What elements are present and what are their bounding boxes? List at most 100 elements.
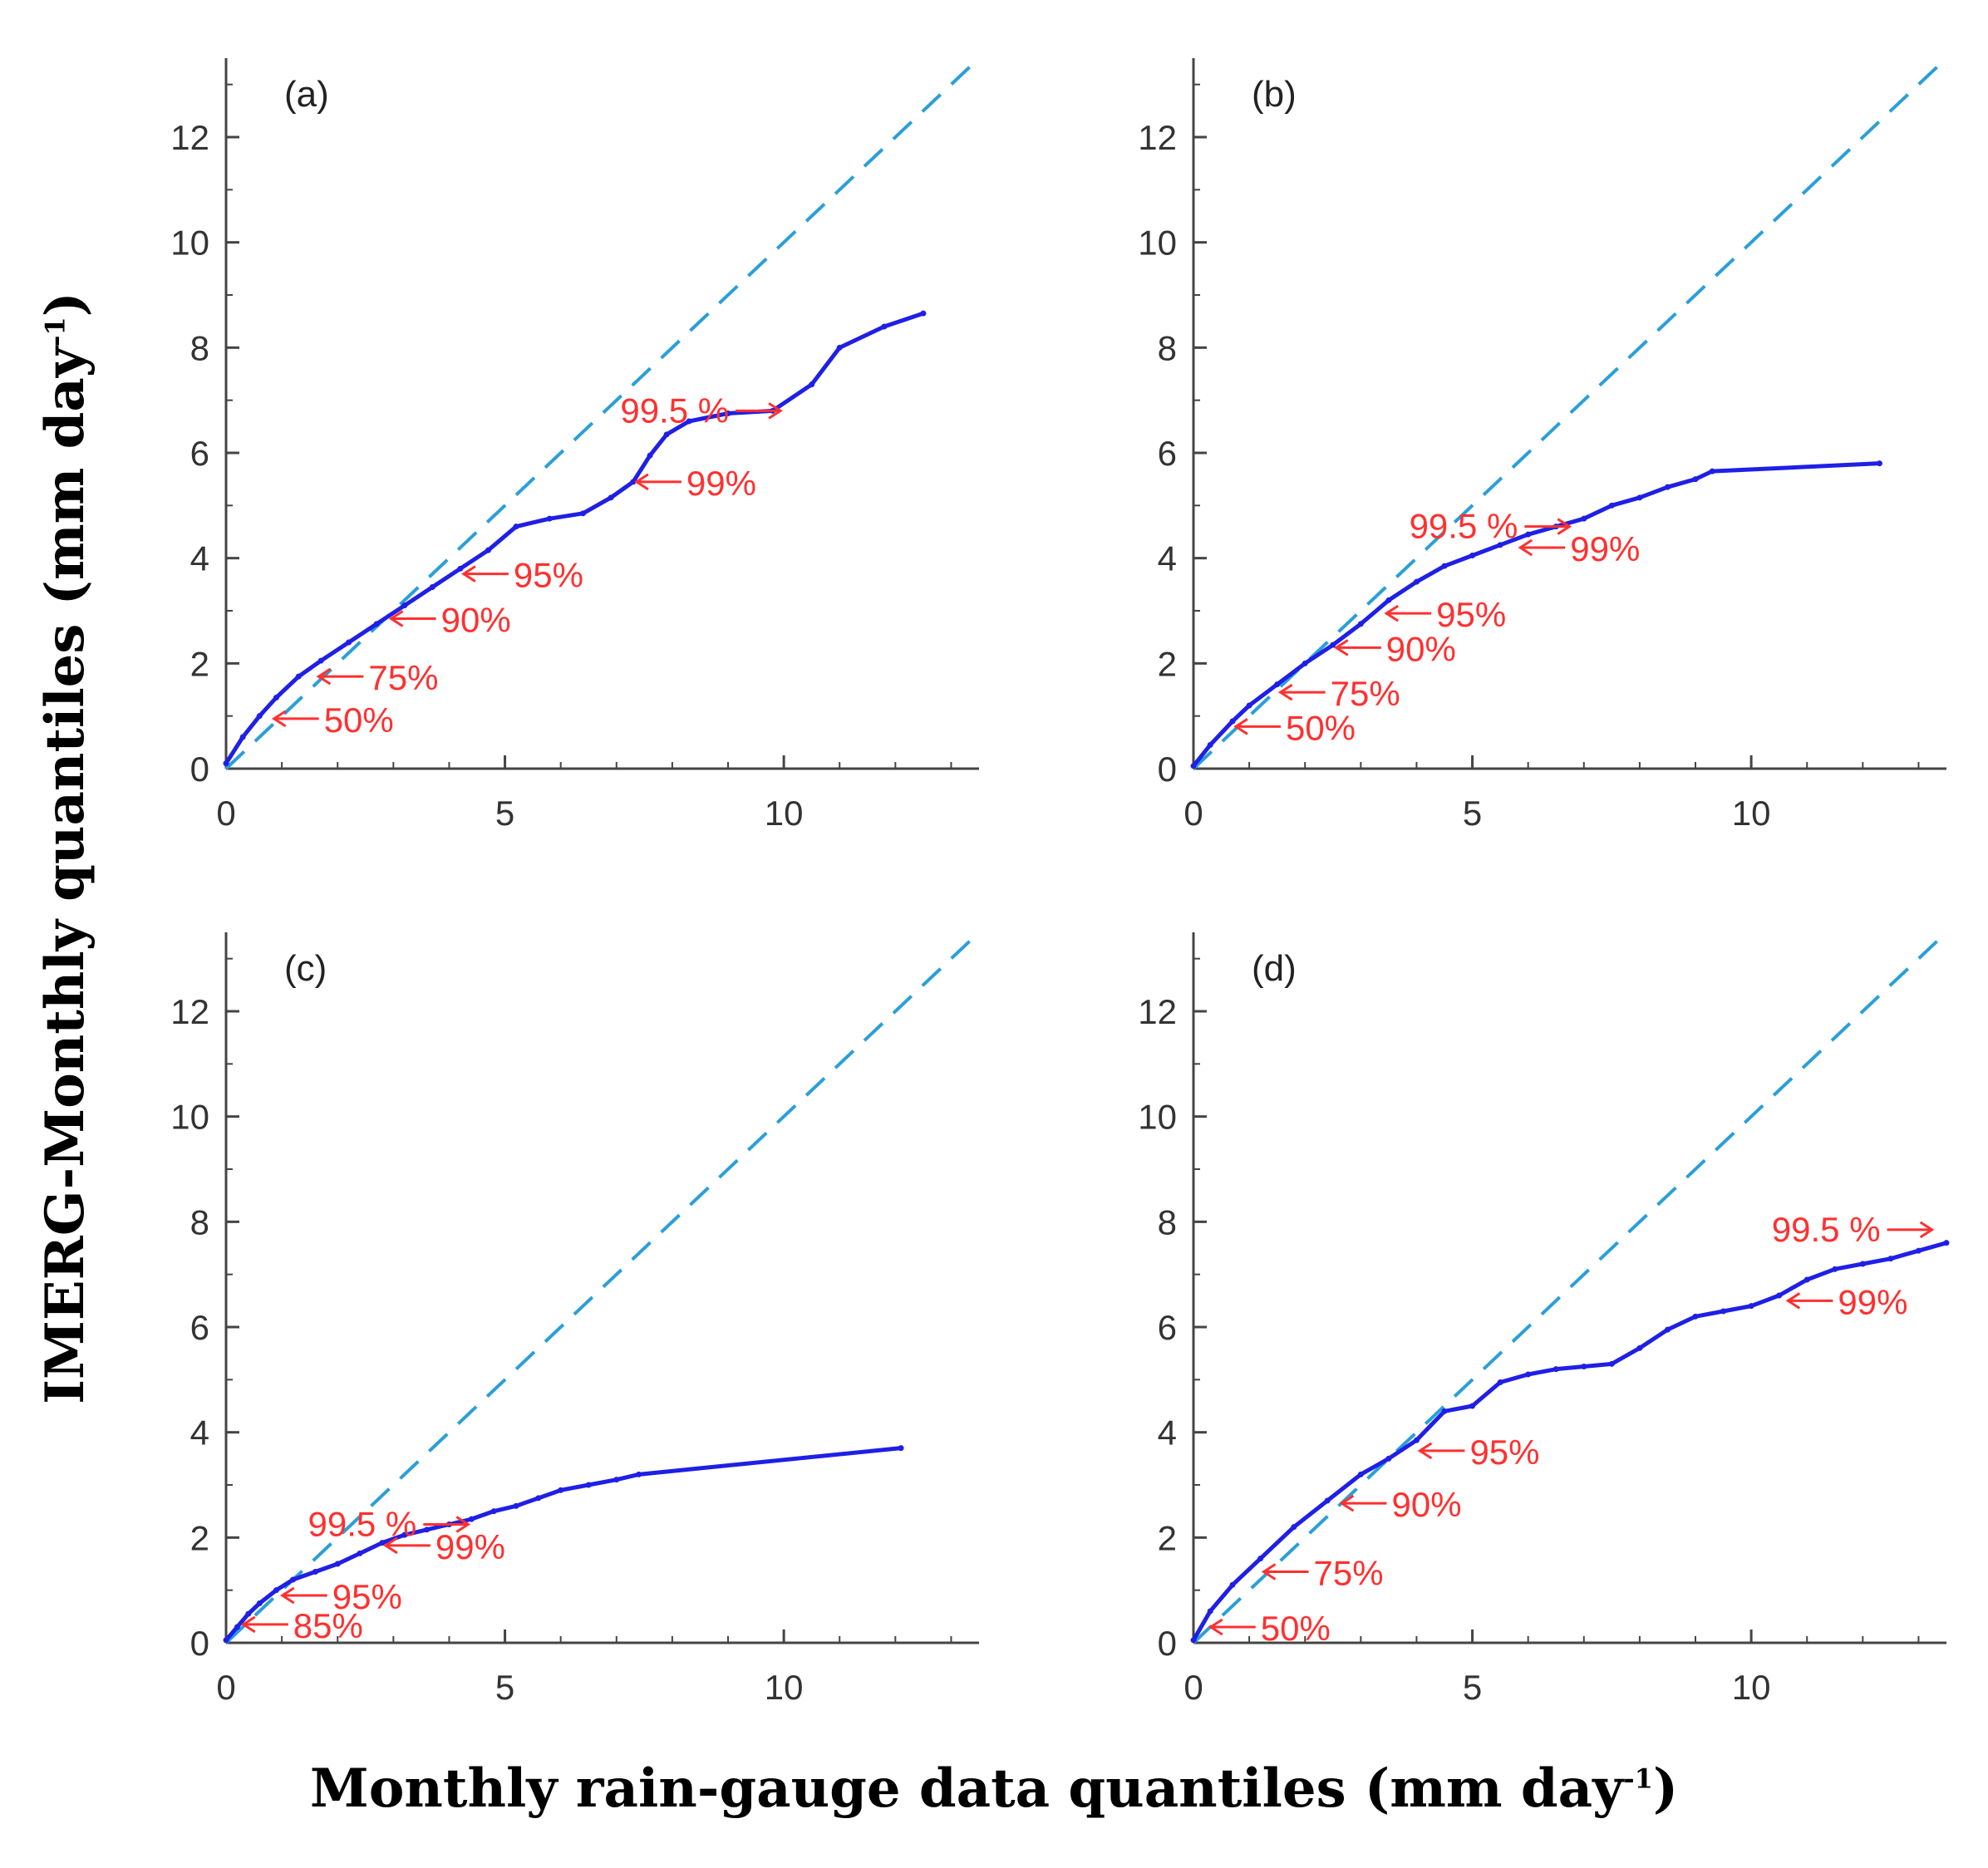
annotation-arrow-head: [1785, 1292, 1801, 1310]
qq-point: [1859, 1261, 1866, 1267]
panel-title: (b): [1252, 74, 1297, 115]
annotation-label: 50%: [1286, 708, 1356, 747]
annotation-label: 90%: [1386, 629, 1456, 668]
qq-point: [317, 657, 324, 664]
percentile-annotation: 50%: [1233, 708, 1356, 747]
annotation-arrow-head: [1261, 1563, 1277, 1580]
annotation-label: 99.5 %: [308, 1505, 417, 1544]
qq-point: [256, 1600, 263, 1606]
qq-point: [485, 547, 491, 553]
qq-point: [920, 310, 927, 317]
qq-point: [1776, 1292, 1783, 1299]
qq-point: [1330, 642, 1336, 648]
qq-point: [239, 734, 246, 740]
annotation-label: 99.5 %: [620, 391, 729, 430]
annotation-arrow-head: [1233, 718, 1248, 735]
percentile-annotation: 99%: [1785, 1282, 1907, 1321]
qq-point: [312, 1569, 318, 1575]
percentile-annotation: 75%: [1277, 674, 1400, 713]
qq-point: [1257, 1556, 1264, 1562]
y-tick-label: 10: [170, 1098, 209, 1137]
percentile-annotation: 95%: [1384, 595, 1506, 634]
y-tick-label: 6: [1158, 1308, 1177, 1347]
qq-point: [1274, 681, 1281, 688]
qq-point: [1229, 718, 1236, 725]
annotation-arrow-head: [271, 710, 287, 728]
annotation-label: 99.5 %: [1772, 1210, 1881, 1249]
qq-point: [1291, 1524, 1297, 1531]
x-tick-label: 10: [765, 794, 804, 833]
y-tick-label: 10: [1138, 224, 1177, 263]
qq-point: [1608, 502, 1615, 509]
qq-point: [1207, 742, 1213, 748]
qq-point: [1469, 1403, 1476, 1409]
x-axis-title-close: ): [1652, 1757, 1679, 1820]
qq-point: [1581, 1364, 1587, 1369]
qq-point: [1636, 494, 1643, 501]
x-tick-label: 0: [216, 794, 235, 833]
y-tick-label: 4: [1158, 1413, 1177, 1453]
annotation-arrow-head: [241, 1615, 256, 1634]
x-tick-label: 5: [1463, 1668, 1482, 1707]
qq-point: [663, 431, 670, 438]
y-tick-label: 0: [190, 750, 209, 789]
percentile-annotation: 50%: [1208, 1609, 1331, 1648]
qq-point: [580, 510, 587, 517]
annotation-arrow-head: [316, 667, 332, 686]
annotation-arrow-head: [1919, 1221, 1935, 1239]
qq-point: [647, 452, 653, 459]
qq-point: [558, 1487, 564, 1493]
qq-point: [1385, 1455, 1392, 1462]
annotation-label: 90%: [1391, 1485, 1461, 1524]
y-tick-label: 0: [190, 1624, 209, 1663]
qq-point: [1664, 1326, 1671, 1333]
x-tick-label: 5: [1463, 794, 1482, 833]
qq-point: [1469, 553, 1476, 558]
qq-point: [245, 1610, 252, 1617]
qq-point: [636, 1471, 642, 1477]
percentile-annotation: 95%: [279, 1577, 402, 1616]
qq-point: [1302, 660, 1308, 666]
annotation-arrow-head: [1518, 538, 1533, 557]
annotation-label: 85%: [293, 1606, 363, 1645]
percentile-annotation: 99%: [1518, 529, 1640, 568]
qq-point: [1553, 1366, 1559, 1373]
x-tick-label: 0: [216, 1668, 235, 1707]
qq-point: [223, 1637, 229, 1644]
qq-point: [1497, 1379, 1503, 1385]
qq-point: [725, 410, 731, 416]
annotation-label: 50%: [1261, 1609, 1331, 1648]
y-tick-label: 0: [1158, 750, 1177, 789]
annotation-arrow-head: [388, 610, 404, 627]
qq-point: [1525, 1371, 1532, 1378]
qq-point: [468, 1516, 475, 1522]
percentile-annotation: 99%: [383, 1527, 505, 1566]
percentile-annotation: 90%: [388, 601, 511, 640]
y-tick-label: 6: [190, 434, 209, 473]
qq-point: [429, 584, 435, 590]
qq-point: [424, 1526, 431, 1533]
percentile-annotation: 95%: [461, 556, 583, 595]
percentile-annotation: 99.5 %: [1410, 507, 1572, 546]
qq-point: [1207, 1608, 1213, 1615]
qq-point: [1720, 1308, 1727, 1315]
qq-point: [401, 1531, 408, 1538]
qq-point: [1748, 1303, 1754, 1310]
annotation-label: 50%: [324, 700, 394, 740]
annotation-arrow-head: [1277, 683, 1293, 701]
x-tick-label: 5: [495, 1668, 514, 1707]
annotation-arrow-head: [461, 565, 476, 583]
x-axis-title-text: Monthly rain-gauge data quantiles (mm da…: [309, 1757, 1624, 1820]
panel-2: 0 5 10 0 2 4 6 8 10 12 (b) 50%75% 90%95% 99% 99.5 %: [1138, 57, 1948, 833]
annotation-label: 95%: [332, 1577, 402, 1616]
y-tick-label: 4: [1158, 539, 1177, 578]
annotation-arrow-head: [768, 402, 783, 420]
reference-line: [224, 931, 981, 1644]
qq-point: [1608, 1360, 1615, 1367]
annotation-arrow-head: [1384, 604, 1399, 622]
annotation-label: 95%: [1469, 1433, 1539, 1472]
panel-3: 0 5 10 0 2 4 6 8 10 12 (c) 85%95% 99% 99.5 %: [170, 931, 981, 1707]
qq-point: [513, 524, 519, 530]
qq-point: [1664, 484, 1671, 490]
